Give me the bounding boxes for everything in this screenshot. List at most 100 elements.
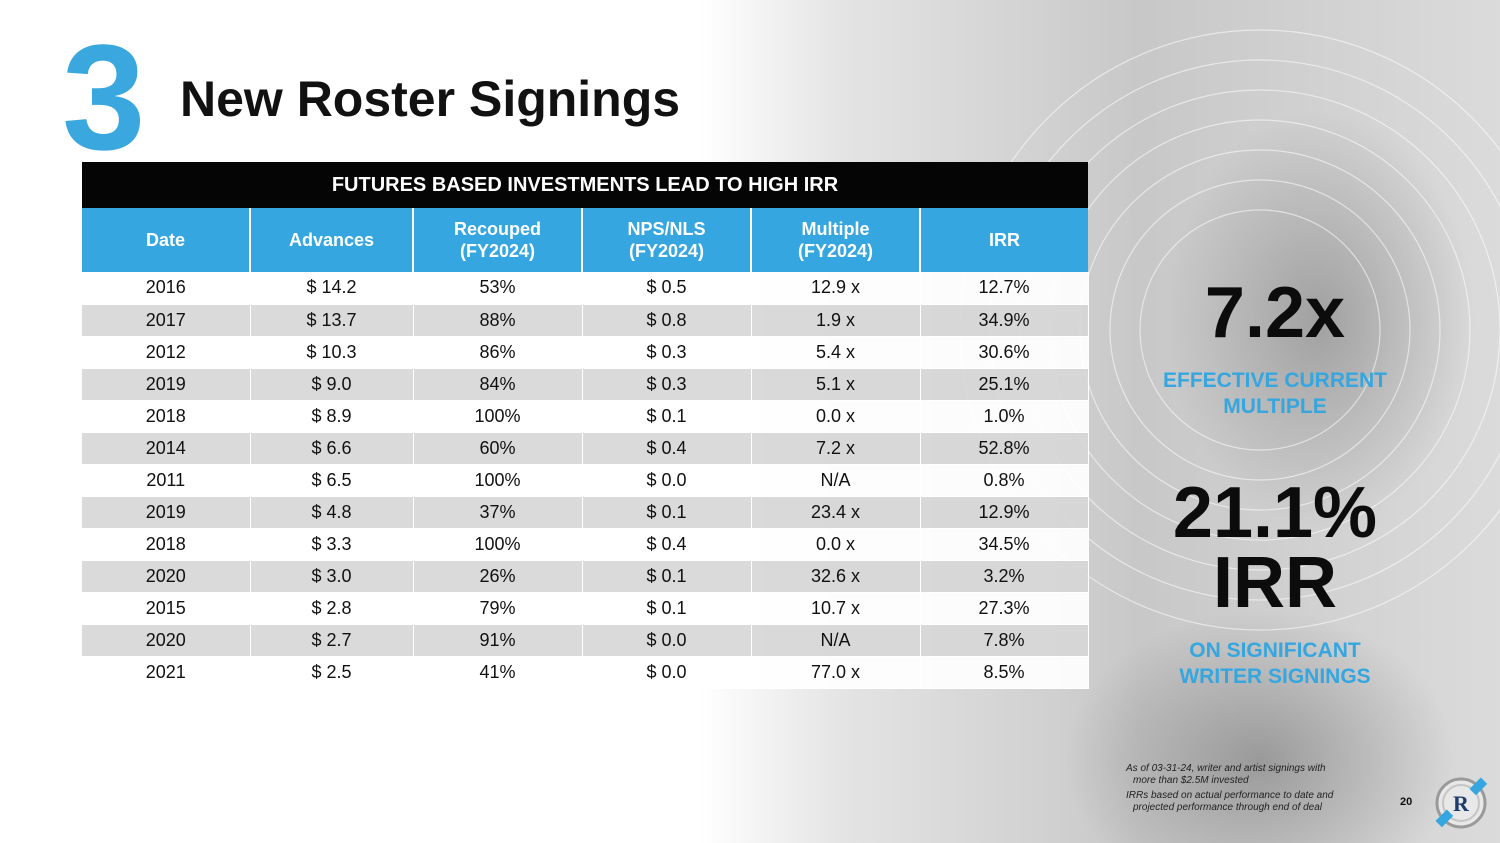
cell-advances: $ 2.7 bbox=[250, 624, 414, 657]
cell-advances: $ 13.7 bbox=[250, 304, 414, 337]
cell-advances: $ 4.8 bbox=[250, 496, 414, 529]
cell-recouped: 37% bbox=[413, 496, 583, 529]
table-row: 2016 $ 14.2 53% $ 0.5 12.9 x 12.7% bbox=[82, 272, 1089, 305]
cell-date: 2011 bbox=[82, 464, 251, 497]
footnote-irr: IRRs based on actual performance to date… bbox=[1126, 790, 1334, 813]
cell-recouped: 41% bbox=[413, 656, 583, 689]
cell-multiple: N/A bbox=[751, 464, 921, 497]
cell-irr: 0.8% bbox=[920, 464, 1089, 497]
cell-irr: 27.3% bbox=[920, 592, 1089, 625]
cell-advances: $ 2.5 bbox=[250, 656, 414, 689]
cell-irr: 12.9% bbox=[920, 496, 1089, 529]
cell-advances: $ 8.9 bbox=[250, 400, 414, 433]
cell-multiple: 5.1 x bbox=[751, 368, 921, 401]
cell-irr: 25.1% bbox=[920, 368, 1089, 401]
cell-multiple: 7.2 x bbox=[751, 432, 921, 465]
cell-irr: 8.5% bbox=[920, 656, 1089, 689]
cell-multiple: 23.4 x bbox=[751, 496, 921, 529]
header-irr: IRR bbox=[920, 208, 1088, 272]
cell-nps-nls: $ 0.3 bbox=[582, 336, 752, 369]
cell-multiple: 12.9 x bbox=[751, 272, 921, 305]
cell-date: 2014 bbox=[82, 432, 251, 465]
cell-recouped: 53% bbox=[413, 272, 583, 305]
cell-irr: 52.8% bbox=[920, 432, 1089, 465]
cell-nps-nls: $ 0.1 bbox=[582, 592, 752, 625]
table-row: 2020 $ 2.7 91% $ 0.0 N/A 7.8% bbox=[82, 624, 1089, 657]
header-advances: Advances bbox=[250, 208, 414, 272]
cell-advances: $ 10.3 bbox=[250, 336, 414, 369]
cell-nps-nls: $ 0.1 bbox=[582, 496, 752, 529]
cell-irr: 1.0% bbox=[920, 400, 1089, 433]
table-row: 2018 $ 3.3 100% $ 0.4 0.0 x 34.5% bbox=[82, 528, 1089, 561]
table-row: 2019 $ 9.0 84% $ 0.3 5.1 x 25.1% bbox=[82, 368, 1089, 401]
cell-irr: 7.8% bbox=[920, 624, 1089, 657]
cell-nps-nls: $ 0.5 bbox=[582, 272, 752, 305]
cell-date: 2017 bbox=[82, 304, 251, 337]
cell-recouped: 88% bbox=[413, 304, 583, 337]
table-body: 2016 $ 14.2 53% $ 0.5 12.9 x 12.7% 2017 $ 13.7 8… bbox=[82, 272, 1089, 689]
cell-irr: 3.2% bbox=[920, 560, 1089, 593]
section-number: 3 bbox=[62, 13, 145, 181]
cell-advances: $ 3.0 bbox=[250, 560, 414, 593]
irr-label-line-1: ON SIGNIFICANT bbox=[1189, 639, 1361, 662]
table-header-row: Date Advances Recouped (FY2024) NPS/NLS (F… bbox=[82, 208, 1088, 272]
footnote-signings: As of 03-31-24, writer and artist signin… bbox=[1126, 763, 1326, 786]
page-number: 20 bbox=[1400, 796, 1413, 808]
cell-advances: $ 2.8 bbox=[250, 592, 414, 625]
cell-irr: 30.6% bbox=[920, 336, 1089, 369]
cell-advances: $ 3.3 bbox=[250, 528, 414, 561]
irr-label-line-2: WRITER SIGNINGS bbox=[1179, 665, 1371, 688]
cell-multiple: 32.6 x bbox=[751, 560, 921, 593]
cell-recouped: 26% bbox=[413, 560, 583, 593]
cell-nps-nls: $ 0.0 bbox=[582, 656, 752, 689]
cell-multiple: 77.0 x bbox=[751, 656, 921, 689]
cell-recouped: 100% bbox=[413, 464, 583, 497]
cell-multiple: 0.0 x bbox=[751, 528, 921, 561]
irr-value-label: IRR bbox=[1213, 543, 1337, 623]
cell-advances: $ 14.2 bbox=[250, 272, 414, 305]
cell-advances: $ 9.0 bbox=[250, 368, 414, 401]
cell-date: 2019 bbox=[82, 496, 251, 529]
cell-nps-nls: $ 0.3 bbox=[582, 368, 752, 401]
cell-date: 2015 bbox=[82, 592, 251, 625]
cell-multiple: 1.9 x bbox=[751, 304, 921, 337]
cell-multiple: N/A bbox=[751, 624, 921, 657]
cell-recouped: 86% bbox=[413, 336, 583, 369]
header-recouped: Recouped (FY2024) bbox=[413, 208, 583, 272]
cell-date: 2018 bbox=[82, 400, 251, 433]
irr-stat: 21.1% IRR ON SIGNIFICANT WRITER SIGNINGS bbox=[1150, 477, 1400, 690]
header-date: Date bbox=[82, 208, 251, 272]
cell-multiple: 10.7 x bbox=[751, 592, 921, 625]
cell-recouped: 79% bbox=[413, 592, 583, 625]
cell-date: 2019 bbox=[82, 368, 251, 401]
table-row: 2012 $ 10.3 86% $ 0.3 5.4 x 30.6% bbox=[82, 336, 1089, 369]
cell-nps-nls: $ 0.4 bbox=[582, 432, 752, 465]
cell-recouped: 60% bbox=[413, 432, 583, 465]
multiple-stat: 7.2x EFFECTIVE CURRENT MULTIPLE bbox=[1150, 273, 1400, 420]
cell-date: 2016 bbox=[82, 272, 251, 305]
cell-recouped: 100% bbox=[413, 400, 583, 433]
header-nps-nls: NPS/NLS (FY2024) bbox=[582, 208, 752, 272]
cell-irr: 34.9% bbox=[920, 304, 1089, 337]
cell-date: 2018 bbox=[82, 528, 251, 561]
svg-text:R: R bbox=[1453, 791, 1470, 816]
cell-multiple: 5.4 x bbox=[751, 336, 921, 369]
table-row: 2015 $ 2.8 79% $ 0.1 10.7 x 27.3% bbox=[82, 592, 1089, 625]
cell-irr: 34.5% bbox=[920, 528, 1089, 561]
cell-nps-nls: $ 0.1 bbox=[582, 400, 752, 433]
multiple-label-line-1: EFFECTIVE CURRENT bbox=[1162, 369, 1387, 392]
table-row: 2014 $ 6.6 60% $ 0.4 7.2 x 52.8% bbox=[82, 432, 1089, 465]
cell-nps-nls: $ 0.0 bbox=[582, 624, 752, 657]
table-row: 2021 $ 2.5 41% $ 0.0 77.0 x 8.5% bbox=[82, 656, 1089, 689]
table-row: 2019 $ 4.8 37% $ 0.1 23.4 x 12.9% bbox=[82, 496, 1089, 529]
cell-nps-nls: $ 0.1 bbox=[582, 560, 752, 593]
cell-date: 2021 bbox=[82, 656, 251, 689]
multiple-label-line-2: MULTIPLE bbox=[1223, 395, 1327, 418]
table-row: 2017 $ 13.7 88% $ 0.8 1.9 x 34.9% bbox=[82, 304, 1089, 337]
cell-date: 2020 bbox=[82, 560, 251, 593]
investments-table: FUTURES BASED INVESTMENTS LEAD TO HIGH I… bbox=[82, 162, 1089, 689]
page-title: New Roster Signings bbox=[180, 71, 681, 127]
cell-recouped: 91% bbox=[413, 624, 583, 657]
cell-advances: $ 6.6 bbox=[250, 432, 414, 465]
multiple-value: 7.2x bbox=[1204, 273, 1346, 353]
